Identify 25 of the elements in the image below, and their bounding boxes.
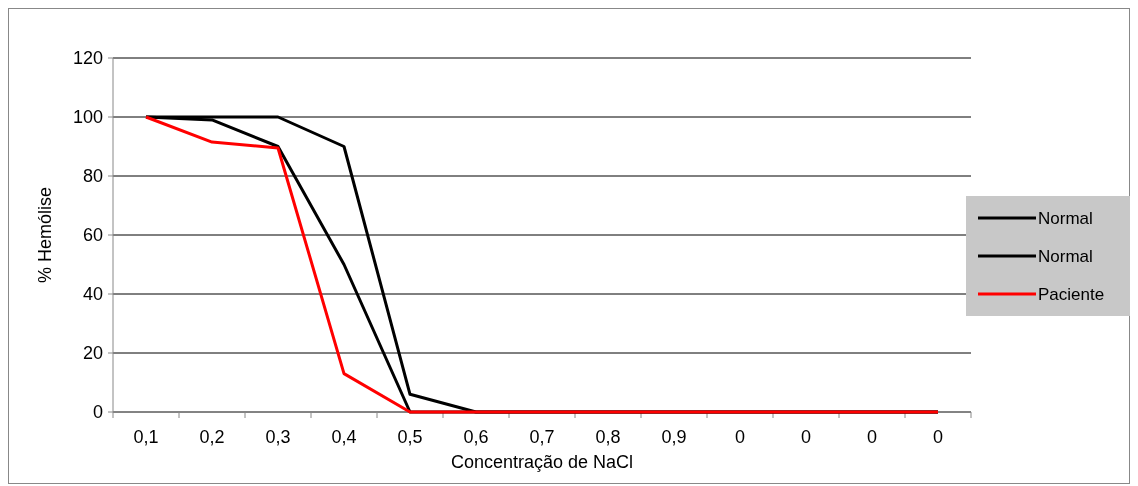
x-tick-label: 0,2 [199,427,225,447]
y-tick-label: 120 [72,48,103,69]
y-axis-title: % Hemólise [35,186,55,284]
y-tick-label: 60 [82,225,103,246]
x-axis-title: Concentração de NaCl [450,452,634,472]
x-tick-label: 0,7 [529,427,555,447]
legend-label: Normal [1038,208,1093,228]
y-tick-label: 0 [92,402,103,423]
x-tick-label: 0,3 [265,427,291,447]
x-tick-label: 0,9 [661,427,687,447]
x-tick-label: 0 [866,427,878,447]
y-tick-label: 100 [72,107,103,128]
legend-label: Normal [1038,246,1093,266]
x-tick-label: 0,4 [331,427,357,447]
x-tick-label: 0,5 [397,427,423,447]
x-tick-label: 0 [734,427,746,447]
x-tick-label: 0 [800,427,812,447]
x-tick-label: 0,1 [133,427,159,447]
y-tick-label: 20 [82,343,103,364]
x-tick-label: 0,6 [463,427,489,447]
legend-label: Paciente [1038,284,1105,304]
y-tick-label: 40 [82,284,103,305]
x-tick-label: 0,8 [595,427,621,447]
y-tick-label: 80 [82,166,103,187]
x-tick-label: 0 [932,427,944,447]
